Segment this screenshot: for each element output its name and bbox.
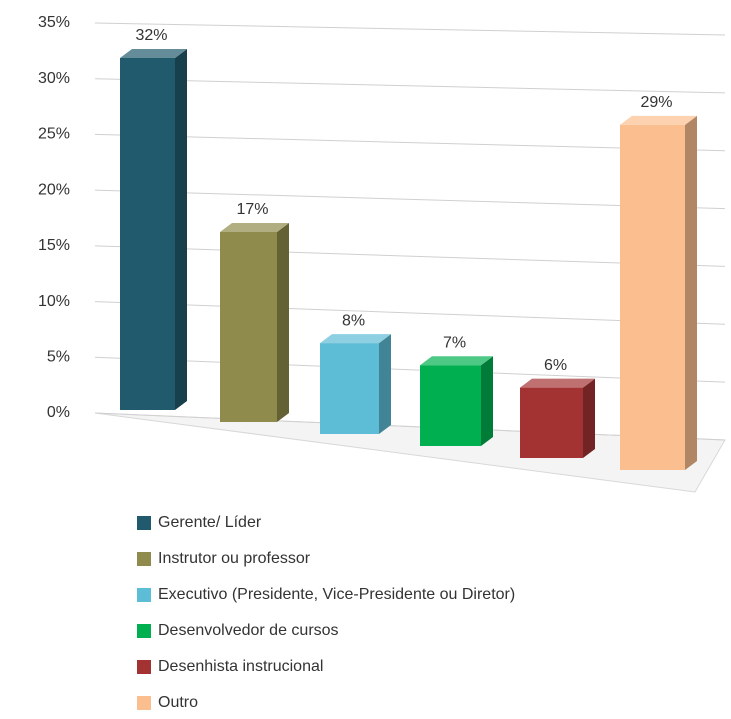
- legend-swatch: [137, 552, 151, 566]
- legend-label: Desenhista instrucional: [158, 658, 323, 675]
- data-label: 7%: [443, 334, 466, 351]
- bar-face: [320, 343, 379, 434]
- bar-face: [379, 334, 391, 434]
- bar: [220, 222, 289, 422]
- legend-label: Gerente/ Líder: [158, 514, 262, 531]
- data-label: 29%: [640, 94, 672, 111]
- data-label: 6%: [544, 357, 567, 374]
- bar-face: [175, 49, 187, 410]
- y-tick-label: 35%: [38, 14, 70, 31]
- bar-face: [620, 124, 685, 471]
- y-tick-label: 10%: [38, 293, 70, 310]
- bar-face: [520, 387, 583, 458]
- bar: [420, 356, 493, 446]
- bar-face: [481, 356, 493, 446]
- data-label: 17%: [236, 201, 268, 218]
- legend-label: Outro: [158, 694, 198, 711]
- legend-label: Desenvolvedor de cursos: [158, 622, 339, 639]
- bar-face: [320, 334, 391, 344]
- bar-face: [120, 58, 175, 410]
- bar-face: [685, 115, 697, 471]
- legend-swatch: [137, 516, 151, 530]
- y-tick-label: 5%: [47, 349, 70, 366]
- bar-face: [520, 378, 595, 388]
- bar-face: [120, 49, 187, 58]
- grid-line: [94, 78, 726, 94]
- bar-face: [220, 231, 277, 422]
- y-tick-label: 25%: [38, 126, 70, 143]
- grid-line: [94, 22, 726, 36]
- bar: [620, 115, 697, 471]
- bar: [120, 49, 187, 410]
- bar-face: [220, 222, 289, 232]
- legend-label: Instrutor ou professor: [158, 550, 311, 567]
- legend-swatch: [137, 696, 151, 710]
- bar-face: [277, 222, 289, 422]
- bar-face: [420, 365, 481, 446]
- y-tick-label: 15%: [38, 237, 70, 254]
- bar: [520, 378, 595, 458]
- y-tick-label: 0%: [47, 404, 70, 421]
- bar-face: [583, 378, 595, 458]
- legend-label: Executivo (Presidente, Vice-Presidente o…: [158, 586, 515, 603]
- legend-swatch: [137, 660, 151, 674]
- data-label: 8%: [342, 312, 365, 329]
- legend-swatch: [137, 624, 151, 638]
- bar: [320, 334, 391, 434]
- legend-swatch: [137, 588, 151, 602]
- y-tick-label: 20%: [38, 181, 70, 198]
- bar-face: [620, 115, 697, 125]
- bar-face: [420, 356, 493, 366]
- data-label: 32%: [135, 27, 167, 44]
- y-tick-label: 30%: [38, 70, 70, 87]
